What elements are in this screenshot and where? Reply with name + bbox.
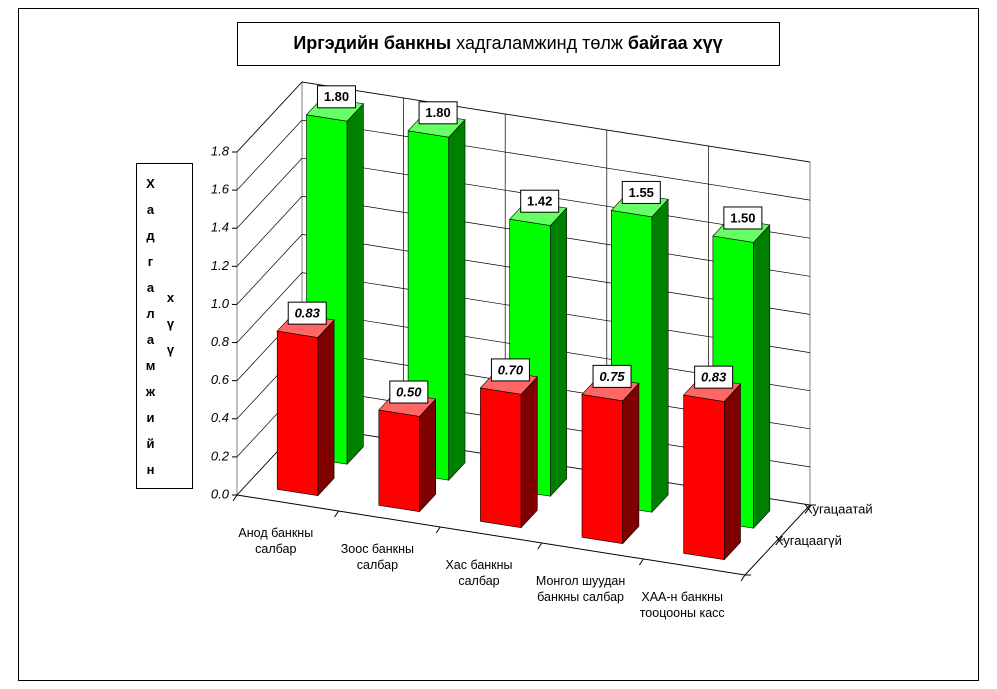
- bar: [682, 377, 742, 561]
- data-label-box: [389, 380, 429, 404]
- y-tick-label: 1.2: [211, 258, 230, 273]
- grid-line: [236, 81, 811, 163]
- data-label: 1.80: [425, 105, 450, 120]
- bar-side: [317, 319, 335, 497]
- data-label: 0.70: [498, 362, 524, 377]
- data-label-box: [316, 85, 356, 109]
- x-tick-label: Монгол шуудан банкны салбар: [535, 574, 626, 604]
- title-part: Иргэдийн банкны: [293, 33, 451, 53]
- data-label-box: [520, 189, 560, 213]
- bar-side: [753, 224, 771, 529]
- bar-front: [378, 409, 420, 513]
- bar-side: [651, 198, 669, 513]
- bar-side: [622, 382, 640, 545]
- bar: [276, 313, 335, 497]
- y-tick-label: 1.0: [211, 296, 230, 311]
- data-label-box: [694, 365, 734, 389]
- bar-side: [520, 376, 538, 529]
- y-tick-label: 1.8: [211, 143, 230, 158]
- y-axis-label: хүү: [163, 290, 178, 368]
- bar-side: [346, 102, 364, 465]
- bar-front: [683, 394, 725, 561]
- data-label-box: [592, 364, 632, 388]
- x-tick-label: Хас банкны салбар: [445, 558, 513, 588]
- data-label: 0.75: [599, 369, 625, 384]
- x-tick: [638, 558, 644, 566]
- y-tick-label: 1.6: [211, 182, 230, 197]
- bar-front: [581, 394, 624, 545]
- y-tick-label: 0.4: [211, 410, 229, 425]
- y-tick-label: 0.6: [211, 372, 230, 387]
- bar-side: [419, 398, 437, 513]
- x-tick: [334, 510, 340, 518]
- bar-front: [276, 330, 319, 497]
- y-tick-label: 0.0: [211, 486, 230, 501]
- title-part: хадгаламжинд төлж: [451, 33, 628, 53]
- x-tick: [537, 542, 543, 550]
- x-tick: [740, 574, 746, 582]
- ylabel-box: [136, 163, 193, 489]
- data-label: 1.55: [629, 185, 654, 200]
- title-part: байгаа хүү: [628, 33, 723, 53]
- bar-front: [480, 387, 522, 529]
- data-label-box: [418, 101, 458, 125]
- legend-label: Хугацаатай: [804, 502, 873, 517]
- bar-side: [448, 118, 466, 481]
- x-tick: [435, 526, 441, 534]
- data-label: 1.42: [527, 194, 552, 209]
- legend-label: Хугацаагүй: [775, 533, 842, 548]
- data-label: 0.83: [295, 306, 321, 321]
- y-tick-label: 0.8: [211, 334, 230, 349]
- data-label: 1.80: [324, 89, 349, 104]
- x-tick: [232, 494, 238, 502]
- data-label: 1.50: [730, 210, 755, 225]
- x-tick-label: Зоос банкны салбар: [340, 542, 415, 572]
- data-label-box: [723, 206, 763, 230]
- y-tick-label: 1.4: [211, 220, 229, 235]
- bar: [479, 370, 538, 529]
- data-label-box: [490, 358, 530, 382]
- y-tick-label: 0.2: [211, 448, 230, 463]
- bar: [581, 376, 640, 545]
- data-label: 0.83: [701, 370, 727, 385]
- bar: [378, 392, 437, 513]
- y-axis-label: Хадгаламжийн: [143, 176, 158, 488]
- chart-title: Иргэдийн банкны хадгаламжинд төлж байгаа…: [293, 33, 722, 53]
- grid-line: [236, 119, 811, 201]
- bar-side: [723, 383, 741, 561]
- title-box: [237, 22, 780, 66]
- x-tick-label: Анод банкны салбар: [238, 526, 314, 556]
- data-label-box: [621, 180, 661, 204]
- data-label: 0.50: [396, 384, 422, 399]
- bar-side: [549, 207, 567, 497]
- x-tick-label: ХАА-н банкны тооцооны касс: [639, 590, 725, 620]
- data-label-box: [287, 301, 327, 325]
